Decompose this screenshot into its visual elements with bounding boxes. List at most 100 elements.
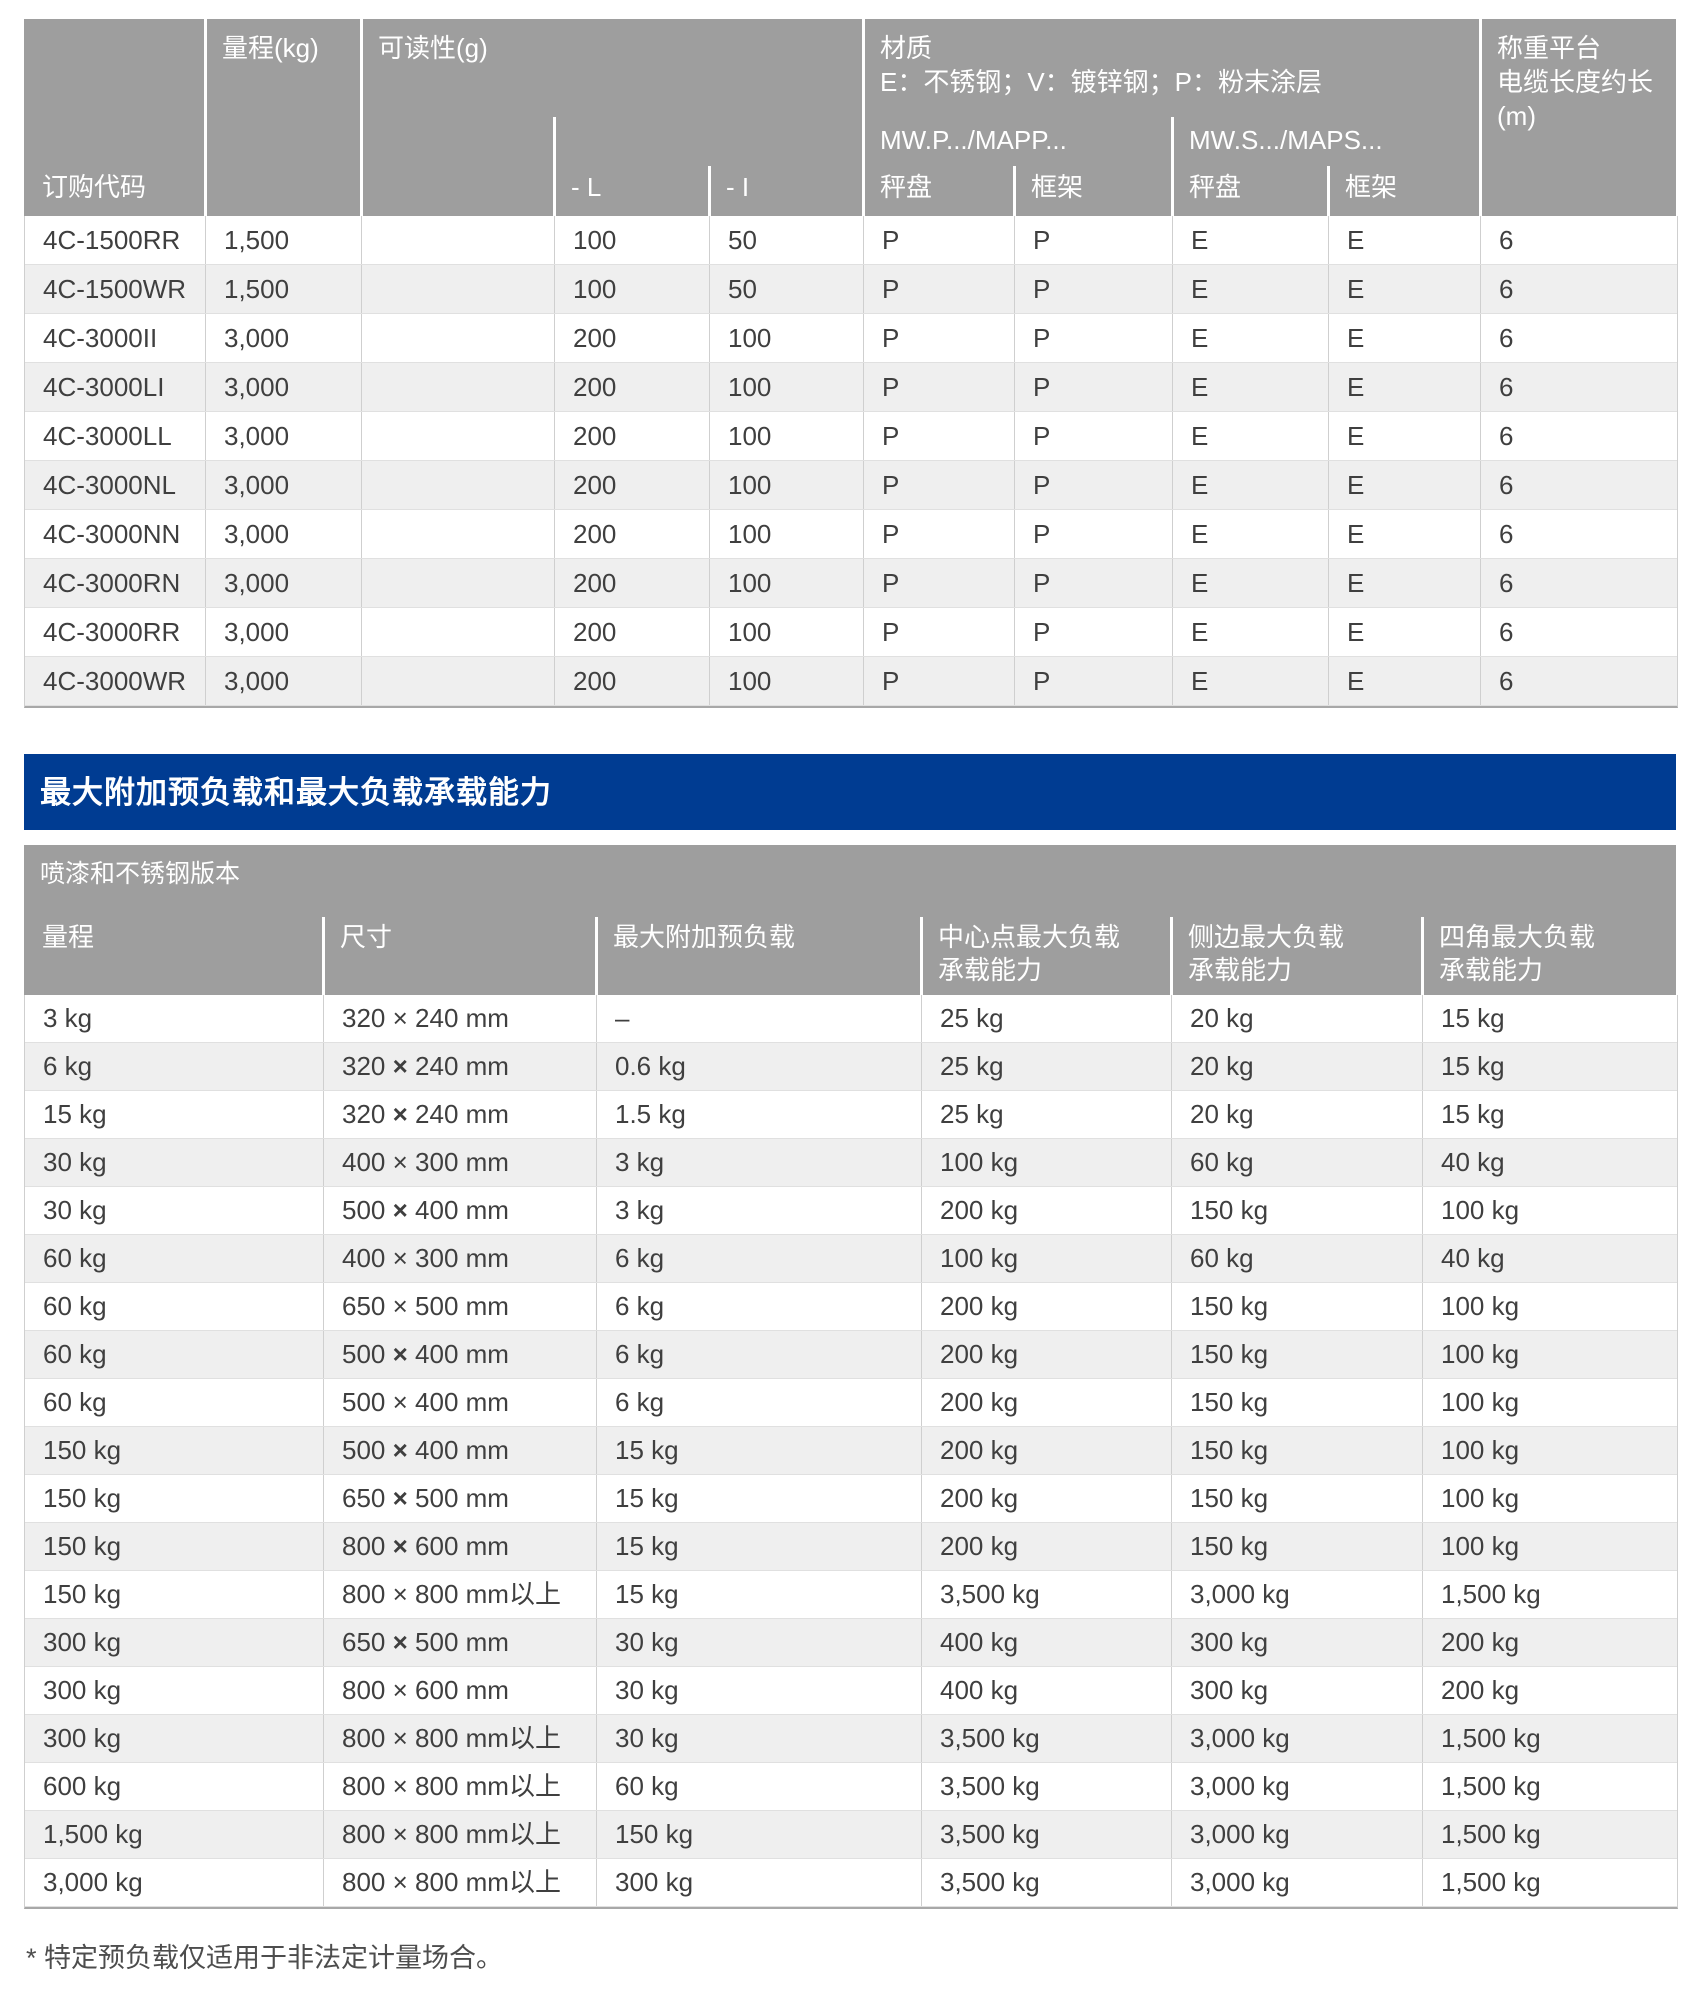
cell-capacity: 150 kg — [43, 1531, 122, 1561]
cell-readability — [361, 657, 554, 705]
cell-center-load: 25 kg — [921, 1091, 1171, 1138]
cell-max-preload: 30 kg — [596, 1715, 921, 1762]
cell-center-load: 200 kg — [921, 1331, 1171, 1378]
column-header-capacity: 量程 — [42, 922, 95, 952]
cell-readability-i: 100 — [709, 608, 863, 656]
column-header-frame-mwp: 框架 — [1031, 172, 1084, 202]
order-table-body: 4C-1500RR 1,500 100 50 P P E E 6 4C-1500WR 1,500 10… — [24, 216, 1678, 708]
cell-side-load: 20 kg — [1171, 995, 1422, 1042]
cell-range: 3,000 — [205, 363, 361, 411]
header-divider — [1479, 19, 1482, 216]
corner-load-line1: 四角最大负载 — [1439, 922, 1596, 952]
multiply-sign: × — [392, 1867, 408, 1897]
cell-size: 650 × 500 mm — [323, 1283, 596, 1330]
cell-mwp-pan: P — [863, 216, 1014, 264]
multiply-sign: × — [392, 1387, 408, 1417]
cell-capacity: 300 kg — [43, 1675, 122, 1705]
side-load-line1: 侧边最大负载 — [1188, 922, 1345, 952]
load-table-row: 6 kg 320 × 240 mm 0.6 kg 25 kg 20 kg 15 kg — [25, 1043, 1677, 1091]
cell-mws-pan: E — [1172, 461, 1328, 509]
cell-max-preload: 6 kg — [596, 1283, 921, 1330]
order-table-row: 4C-3000RN 3,000 200 100 P P E E 6 — [25, 559, 1677, 608]
cable-header-line3: (m) — [1497, 101, 1536, 131]
cell-corner-load: 1,500 kg — [1422, 1715, 1677, 1762]
cell-capacity: 3 kg — [43, 1003, 93, 1033]
header-divider — [1327, 166, 1330, 216]
header-divider — [1170, 917, 1173, 995]
multiply-sign: × — [392, 1051, 408, 1081]
header-divider — [322, 917, 325, 995]
cell-center-load: 100 kg — [921, 1139, 1171, 1186]
cell-readability — [361, 363, 554, 411]
cell-mws-pan: E — [1172, 216, 1328, 264]
cell-mwp-pan: P — [863, 363, 1014, 411]
cell-range: 3,000 — [205, 559, 361, 607]
cell-center-load: 200 kg — [921, 1379, 1171, 1426]
cell-range: 3,000 — [205, 608, 361, 656]
cell-readability-l: 100 — [554, 265, 709, 313]
cell-mwp-frame: P — [1014, 265, 1172, 313]
cell-side-load: 150 kg — [1171, 1427, 1422, 1474]
cell-center-load: 25 kg — [921, 1043, 1171, 1090]
cell-capacity: 300 kg — [43, 1723, 122, 1753]
cell-center-load: 400 kg — [921, 1619, 1171, 1666]
order-table-row: 4C-1500WR 1,500 100 50 P P E E 6 — [25, 265, 1677, 314]
header-divider — [1421, 917, 1424, 995]
load-table-row: 150 kg 500 × 400 mm 15 kg 200 kg 150 kg 100 k… — [25, 1427, 1677, 1475]
cell-range: 3,000 — [205, 461, 361, 509]
material-label: 材质 — [880, 33, 933, 63]
cell-mws-pan: E — [1172, 657, 1328, 705]
cell-mwp-pan: P — [863, 657, 1014, 705]
load-table-row: 1,500 kg 800 × 800 mm以上 150 kg 3,500 kg 3,00… — [25, 1811, 1677, 1859]
cell-readability-l: 100 — [554, 216, 709, 264]
cell-cable-length: 6 — [1480, 559, 1677, 607]
multiply-sign: × — [392, 1147, 408, 1177]
cell-center-load: 3,500 kg — [921, 1715, 1171, 1762]
header-divider — [1171, 117, 1174, 216]
cell-corner-load: 100 kg — [1422, 1331, 1677, 1378]
multiply-sign: × — [392, 1243, 408, 1273]
cell-mws-pan: E — [1172, 608, 1328, 656]
cell-corner-load: 100 kg — [1422, 1475, 1677, 1522]
load-table-row: 300 kg 800 × 600 mm 30 kg 400 kg 300 kg 200 k… — [25, 1667, 1677, 1715]
cell-side-load: 3,000 kg — [1171, 1571, 1422, 1618]
load-table-row: 150 kg 650 × 500 mm 15 kg 200 kg 150 kg 100 k… — [25, 1475, 1677, 1523]
cell-size: 800 × 800 mm以上 — [323, 1715, 596, 1762]
cell-mws-frame: E — [1328, 657, 1480, 705]
cell-capacity: 30 kg — [43, 1195, 107, 1225]
cell-order-code: 4C-3000II — [43, 323, 158, 353]
cell-size: 320 × 240 mm — [323, 1043, 596, 1090]
column-header-dash-l: - L — [571, 172, 602, 202]
cell-order-code: 4C-3000NN — [43, 519, 181, 549]
cell-capacity: 60 kg — [43, 1387, 107, 1417]
load-table-row: 60 kg 500 × 400 mm 6 kg 200 kg 150 kg 100 kg — [25, 1379, 1677, 1427]
cell-range: 3,000 — [205, 314, 361, 362]
cell-capacity: 150 kg — [43, 1579, 122, 1609]
column-header-side-load: 侧边最大负载 承载能力 — [1188, 921, 1344, 987]
multiply-sign: × — [392, 1099, 408, 1129]
cell-order-code: 4C-3000RR — [43, 617, 181, 647]
cell-size: 800 × 800 mm以上 — [323, 1859, 596, 1906]
load-table-subtitle: 喷漆和不锈钢版本 — [40, 860, 241, 888]
cell-readability-i: 100 — [709, 461, 863, 509]
cell-corner-load: 1,500 kg — [1422, 1763, 1677, 1810]
column-header-center-load: 中心点最大负载 承载能力 — [938, 921, 1120, 987]
load-table-row: 300 kg 800 × 800 mm以上 30 kg 3,500 kg 3,000 k… — [25, 1715, 1677, 1763]
cell-side-load: 150 kg — [1171, 1523, 1422, 1570]
header-divider — [862, 19, 865, 216]
load-table-body: 3 kg 320 × 240 mm –25 kg 20 kg 15 kg 6 kg 320 … — [24, 995, 1678, 1909]
cell-range: 1,500 — [205, 265, 361, 313]
cell-max-preload: 150 kg — [596, 1811, 921, 1858]
load-table-row: 150 kg 800 × 800 mm以上 15 kg 3,500 kg 3,000 k… — [25, 1571, 1677, 1619]
load-table-row: 60 kg 400 × 300 mm 6 kg 100 kg 60 kg 40 kg — [25, 1235, 1677, 1283]
order-table-header: 量程(kg) 可读性(g) 材质 E：不锈钢；V：镀锌钢；P：粉末涂层 称重平台… — [24, 19, 1676, 216]
cell-mwp-pan: P — [863, 461, 1014, 509]
cell-corner-load: 100 kg — [1422, 1427, 1677, 1474]
cable-header-line1: 称重平台 — [1497, 33, 1602, 63]
cell-side-load: 60 kg — [1171, 1139, 1422, 1186]
cell-corner-load: 40 kg — [1422, 1235, 1677, 1282]
cell-readability — [361, 559, 554, 607]
multiply-sign: × — [392, 1339, 408, 1369]
cell-corner-load: 1,500 kg — [1422, 1571, 1677, 1618]
cell-corner-load: 100 kg — [1422, 1283, 1677, 1330]
